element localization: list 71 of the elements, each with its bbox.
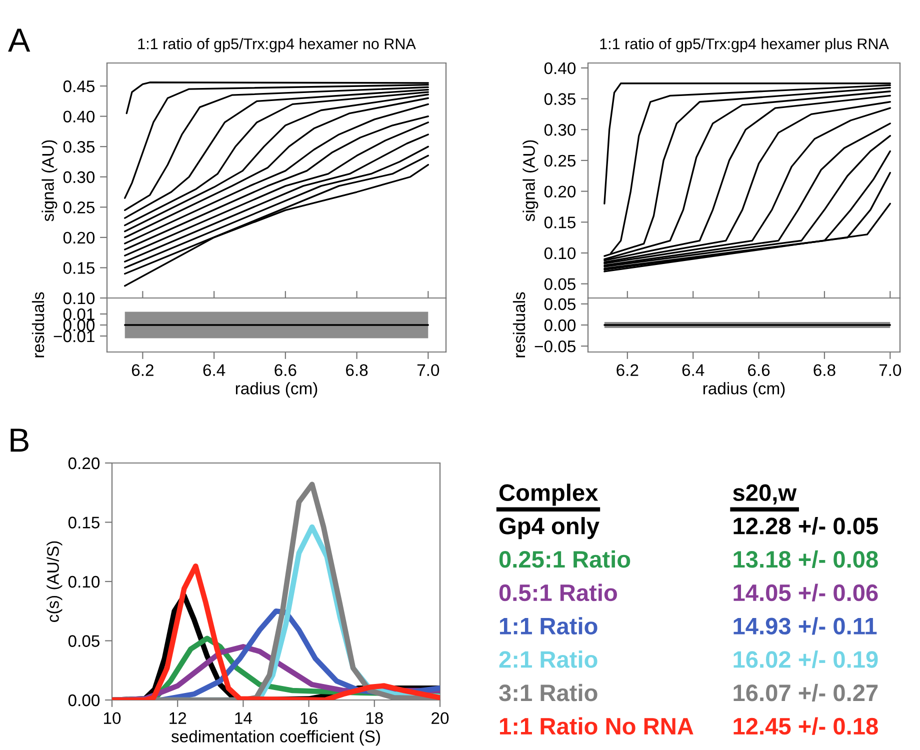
- text: 13.18 +/- 0.08: [734, 550, 878, 568]
- category-label: 1:1 Ratio No RNA: [500, 717, 694, 735]
- category-label: 0.5:1 Ratio: [499, 584, 617, 602]
- y-tick-label: 0.20: [544, 186, 576, 198]
- x-tick-label: 7.0: [879, 364, 902, 376]
- category-label: 1:1 Ratio: [500, 617, 598, 635]
- category-label: 2:1 Ratio: [499, 650, 598, 668]
- category-label: 0.25:1 Ratio: [499, 550, 630, 568]
- y-axis-title: residuals: [512, 292, 526, 358]
- x-tick-label: 7.0: [417, 364, 440, 376]
- y-tick-label: 0.10: [544, 247, 576, 260]
- y-tick-label: 0.35: [544, 93, 576, 105]
- y-tick-label: 0.20: [68, 457, 100, 470]
- y-tick-label: 0.05: [544, 298, 576, 310]
- text: Complex: [499, 484, 598, 506]
- x-tick-label: 14: [235, 712, 252, 724]
- y-tick-label: 0.00: [544, 319, 576, 332]
- x-tick-label: 16: [300, 712, 318, 724]
- y-axis-title: signal (AU): [42, 140, 58, 222]
- y-tick-label: 0.10: [63, 292, 95, 304]
- chart-title: 1:1 ratio of gp5/Trx:gp4 hexamer plus RNA: [600, 38, 889, 52]
- text: 12.45 +/- 0.18: [734, 717, 878, 735]
- x-tick-label: 10: [104, 712, 121, 724]
- x-tick-label: 6.2: [132, 364, 154, 376]
- y-tick-label: 0.25: [544, 154, 576, 167]
- y-tick-label: 0.15: [63, 262, 94, 274]
- x-axis-title: radius (cm): [236, 382, 318, 398]
- text: 16.07 +/- 0.27: [734, 684, 878, 702]
- text: s20,w: [733, 484, 797, 504]
- y-tick-label: 0.05: [544, 278, 576, 290]
- y-tick-label: 0.10: [68, 576, 100, 588]
- x-axis-title: radius (cm): [703, 382, 785, 398]
- y-tick-label: 0.35: [63, 140, 94, 153]
- y-axis-title: c(s) (AU/S): [46, 541, 62, 622]
- y-axis-title: signal (AU): [522, 140, 538, 222]
- category-label: Gp4 only: [499, 517, 600, 540]
- x-tick-label: 20: [432, 712, 449, 724]
- y-tick-label: 0.00: [63, 319, 95, 332]
- text: A: [8, 28, 30, 52]
- y-tick-label: 0.15: [544, 216, 576, 228]
- y-tick-label: 0.05: [68, 635, 100, 647]
- x-axis-title: sedimentation coefficient (S): [171, 730, 380, 746]
- y-tick-label: 0.40: [544, 62, 576, 74]
- x-tick-label: 6.4: [203, 364, 226, 376]
- y-tick-label: 0.00: [68, 694, 100, 706]
- x-tick-label: 12: [170, 712, 186, 724]
- text: 14.05 +/- 0.06: [734, 584, 878, 602]
- x-tick-label: 6.8: [814, 364, 836, 376]
- x-tick-label: 6.8: [346, 364, 368, 376]
- y-tick-label: 0.40: [63, 110, 95, 122]
- chart-title: 1:1 ratio of gp5/Trx:gp4 hexamer no RNA: [138, 38, 416, 52]
- y-tick-label: 0.30: [544, 124, 576, 136]
- y-tick-label: 0.01: [63, 308, 94, 320]
- y-tick-label: 0.20: [63, 232, 95, 244]
- x-tick-label: 6.6: [274, 364, 296, 376]
- x-tick-label: 18: [366, 712, 383, 724]
- y-tick-label: 0.15: [68, 516, 100, 528]
- x-tick-label: 6.4: [682, 364, 704, 376]
- y-tick-label: 0.45: [63, 80, 94, 92]
- y-tick-label: 0.25: [63, 202, 94, 214]
- x-tick-label: 6.2: [616, 364, 638, 376]
- text: 12.28 +/- 0.05: [734, 517, 878, 535]
- text: 14.93 +/- 0.11: [734, 617, 877, 635]
- text: B: [10, 428, 28, 452]
- x-tick-label: 6.6: [748, 364, 770, 376]
- y-tick-label: −0.01: [54, 330, 94, 342]
- y-tick-label: −0.05: [534, 340, 576, 352]
- text: 16.02 +/- 0.19: [734, 650, 878, 668]
- y-tick-label: 0.30: [63, 171, 95, 184]
- category-label: 3:1 Ratio: [499, 684, 598, 702]
- y-axis-title: residuals: [32, 292, 44, 358]
